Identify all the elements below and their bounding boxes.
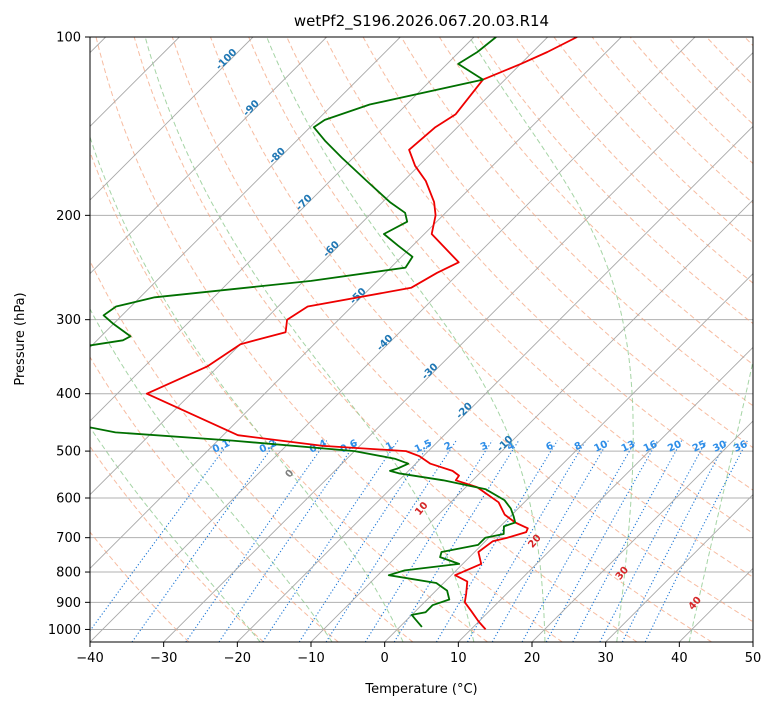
mixing-ratio-label: 36: [732, 439, 749, 455]
x-tick-label: −10: [297, 651, 324, 666]
temperature-line: [145, 37, 578, 630]
mixing-ratio-line: [325, 440, 457, 642]
moist-adiabat-line: [90, 135, 404, 642]
moist-adiabats: [90, 37, 753, 642]
x-tick-label: 50: [745, 651, 762, 666]
isotherm-line: [90, 37, 696, 642]
skewed-isotherms: [90, 37, 753, 642]
dry-adiabat-line: [90, 531, 190, 642]
y-tick-label: 500: [56, 445, 81, 460]
dry-adiabat-line: [248, 37, 753, 578]
isotherm-line: [163, 52, 753, 642]
x-tick-label: −30: [150, 651, 177, 666]
dry-adiabat-line: [133, 37, 638, 642]
x-axis-title: Temperature (°C): [364, 682, 477, 697]
x-tick-label: 30: [597, 651, 614, 666]
dry-adiabat-line: [90, 150, 488, 642]
mixing-ratio-label: 25: [691, 439, 708, 455]
mixing-ratio-line: [185, 440, 328, 642]
isotherm-line: [531, 420, 753, 642]
x-tick-label: 40: [671, 651, 688, 666]
mixing-ratio-line: [131, 440, 278, 642]
mixing-ratio-label: 3: [479, 440, 490, 453]
x-tick-label: 0: [381, 651, 389, 666]
mixing-ratio-line: [545, 440, 659, 642]
mixing-ratio-line: [599, 440, 707, 642]
mixing-ratio-label: 1: [384, 440, 395, 453]
isotherm-line: [90, 37, 548, 496]
mixing-ratio-label: 13: [620, 439, 637, 455]
mixing-ratio-lines: [90, 440, 748, 642]
mixing-ratio-line: [621, 440, 728, 642]
dry-adiabat-line: [90, 445, 264, 642]
x-tick-label: −20: [224, 651, 251, 666]
y-tick-label: 100: [56, 31, 81, 46]
moist-adiabat-line: [144, 37, 475, 642]
isotherm-line: [605, 494, 753, 642]
x-tick-label: 20: [524, 651, 541, 666]
isotherm-line: [90, 37, 401, 348]
isotherm-line: [90, 37, 254, 201]
y-tick-label: 400: [56, 387, 81, 402]
mixing-ratio-line: [521, 440, 637, 642]
dry-adiabat-line: [171, 37, 712, 642]
y-axis-title: Pressure (hPa): [13, 292, 28, 385]
x-tick-label: −40: [76, 651, 103, 666]
moist-adiabat-line: [90, 308, 333, 642]
mixing-ratio-label: 6: [544, 440, 555, 453]
dry-adiabat-line: [95, 37, 563, 642]
isotherm-line: [384, 273, 753, 642]
isotherm-line: [90, 37, 327, 275]
mixing-ratio-label: 20: [666, 439, 683, 455]
dewpoint-line: [90, 37, 517, 628]
mixing-ratio-label: 2: [443, 440, 454, 453]
mixing-ratio-line: [491, 440, 609, 642]
x-tick-label: 10: [450, 651, 467, 666]
axes: −40 −30 −20 −10 0 10 20 30 40 50 100 200 300 400 500 60…: [48, 31, 761, 667]
mixing-ratio-line: [393, 440, 520, 642]
dry-adiabat-line: [324, 37, 753, 491]
mixing-ratio-line: [467, 440, 587, 642]
isotherm-line: [237, 125, 753, 642]
isotherm-line: [458, 346, 753, 642]
isotherm-line: [90, 37, 622, 569]
chart-title: wetPf2_S196.2026.067.20.03.R14: [294, 12, 549, 31]
pressure-grid: [90, 37, 753, 630]
mixing-ratio-label: 10: [592, 439, 609, 455]
mixing-ratio-label: 30: [711, 439, 728, 455]
moist-adiabat-line: [266, 37, 546, 642]
y-tick-label: 200: [56, 209, 81, 224]
y-tick-label: 700: [56, 531, 81, 546]
y-tick-label: 600: [56, 492, 81, 507]
dry-adiabats: [90, 37, 753, 642]
dry-adiabat-line: [400, 37, 753, 407]
y-tick-label: 900: [56, 596, 81, 611]
y-tick-label: 300: [56, 313, 81, 328]
mixing-ratio-label: 16: [642, 439, 659, 455]
dry-adiabat-line: [210, 37, 753, 623]
y-tick-label: 1000: [48, 623, 81, 638]
y-tick-label: 800: [56, 566, 81, 581]
isotherm-line: [90, 37, 475, 422]
mixing-ratio-line: [364, 440, 493, 642]
dry-adiabat-line: [515, 37, 753, 284]
mixing-ratio-line: [218, 440, 358, 642]
plot-frame: [89, 36, 754, 643]
mixing-ratio-line: [435, 440, 558, 642]
mixing-ratio-label: 4: [506, 440, 517, 453]
mixing-ratio-label: 8: [573, 440, 584, 453]
moist-adiabat-line: [688, 358, 753, 642]
dry-adiabat-line: [90, 356, 339, 642]
profile-series: [90, 37, 578, 630]
mixing-ratio-line: [572, 440, 683, 642]
dry-adiabat-line: [438, 37, 753, 366]
moist-adiabat-line: [90, 426, 261, 642]
isotherm-line: [310, 199, 753, 642]
